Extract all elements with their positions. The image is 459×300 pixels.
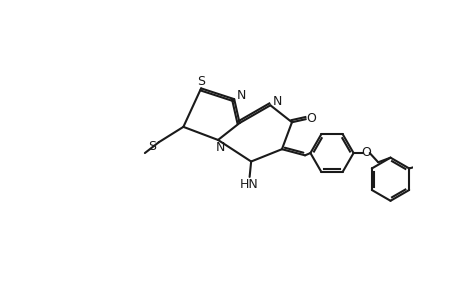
Text: O: O [306,112,315,125]
Text: HN: HN [240,178,258,191]
Text: O: O [361,146,371,159]
Text: N: N [236,89,245,102]
Text: N: N [272,95,281,108]
Text: S: S [147,140,156,153]
Text: S: S [196,75,205,88]
Text: N: N [215,141,224,154]
